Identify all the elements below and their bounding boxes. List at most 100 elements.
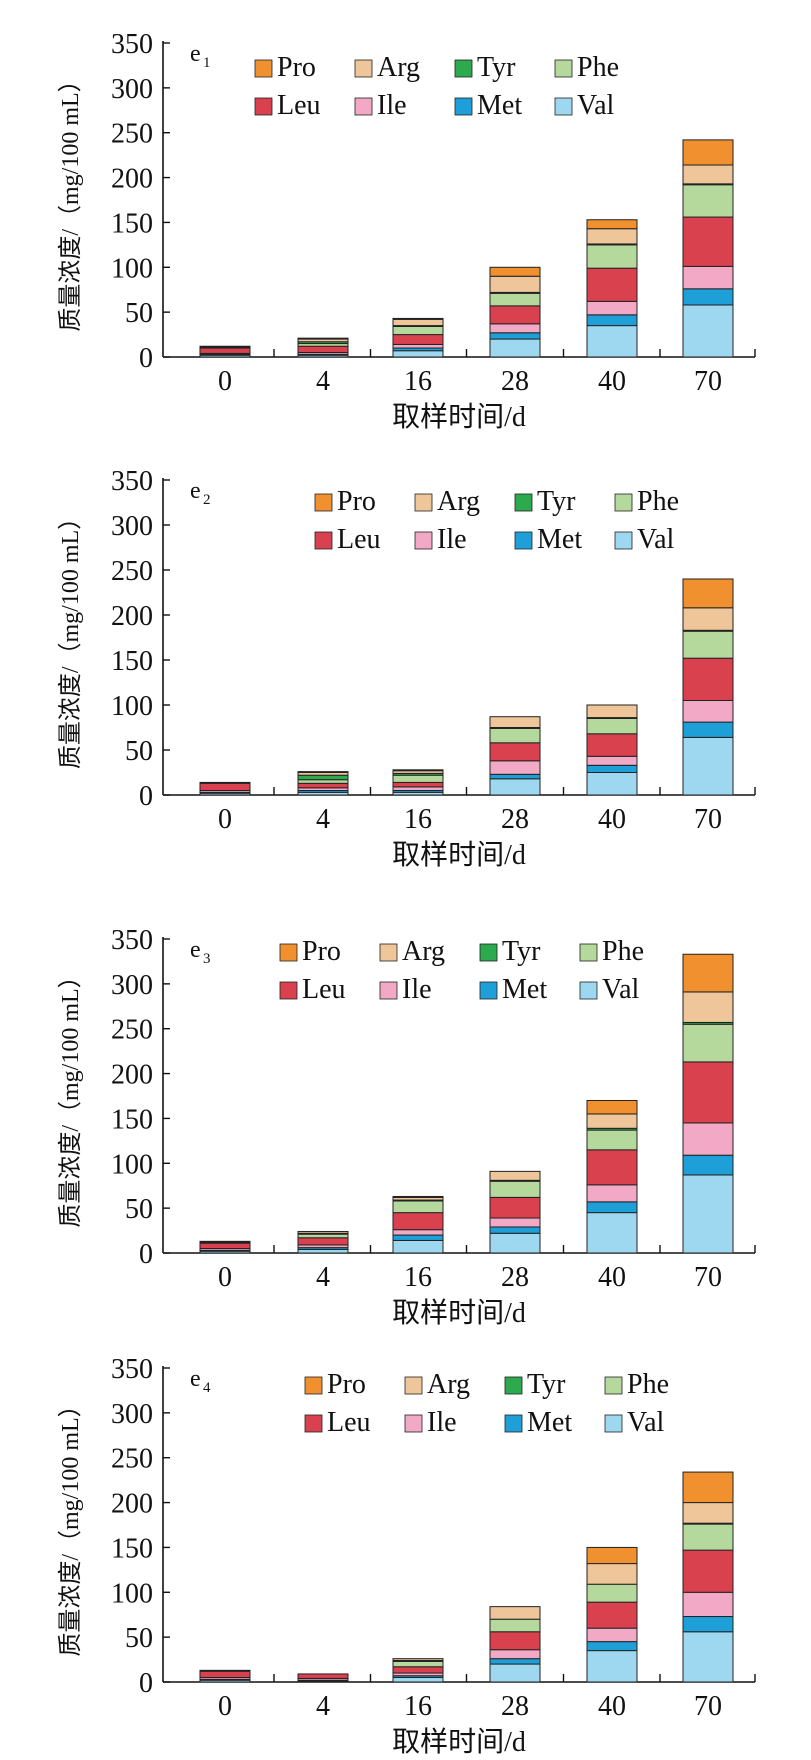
- bar-segment-phe: [392, 1200, 444, 1214]
- y-tick-label: 0: [139, 343, 153, 374]
- bar-segment-pro: [297, 337, 349, 340]
- bar-segment-phe: [489, 292, 541, 307]
- x-axis-title: 取样时间/d: [392, 1726, 526, 1755]
- bar-segment-pro: [392, 1195, 444, 1198]
- bar-segment-arg: [682, 991, 734, 1023]
- legend-swatch-tyr: [479, 943, 498, 962]
- legend-swatch-met: [454, 97, 473, 116]
- bar-segment-ile: [489, 760, 541, 775]
- bar-segment-val: [392, 1239, 444, 1254]
- y-tick-label: 100: [111, 253, 153, 284]
- legend-swatch-ile: [379, 981, 398, 1000]
- y-tick-label: 150: [111, 208, 153, 239]
- legend-label-met: Met: [502, 974, 547, 1005]
- y-tick-label: 50: [125, 298, 153, 329]
- legend-label-tyr: Tyr: [527, 1369, 566, 1400]
- bar-segment-leu: [682, 1549, 734, 1593]
- bar-segment-ile: [392, 343, 444, 349]
- legend-swatch-phe: [604, 1376, 623, 1395]
- bar-segment-leu: [297, 1237, 349, 1246]
- panel-label-subscript: 4: [203, 1380, 211, 1396]
- bar-segment-arg: [392, 1658, 444, 1661]
- bar-segment-met: [489, 773, 541, 780]
- bar-segment-phe: [199, 1669, 251, 1672]
- x-tick-label: 70: [694, 366, 722, 397]
- y-tick-label: 200: [111, 164, 153, 195]
- bar-segment-pro: [489, 266, 541, 277]
- x-tick-label: 4: [316, 804, 330, 835]
- bar-segment-val: [586, 1212, 638, 1254]
- bar-segment-leu: [682, 1061, 734, 1124]
- legend-label-val: Val: [637, 524, 675, 555]
- y-tick-label: 50: [125, 736, 153, 767]
- bar-segment-tyr: [297, 774, 349, 781]
- bar-segment-ile: [586, 1627, 638, 1643]
- bar-segment-phe: [586, 244, 638, 269]
- bar-segment-val: [586, 325, 638, 358]
- bar-segment-val: [682, 1174, 734, 1254]
- x-tick-label: 70: [694, 804, 722, 835]
- panel-label: e: [190, 478, 201, 504]
- bar-segment-tyr: [199, 1240, 251, 1243]
- bar-segment-val: [489, 1232, 541, 1254]
- legend-label-pro: Pro: [327, 1369, 366, 1400]
- legend-label-pro: Pro: [337, 486, 376, 517]
- bar-segment-val: [489, 778, 541, 796]
- y-tick-label: 200: [111, 601, 153, 632]
- bar-segment-val: [392, 350, 444, 358]
- legend-label-arg: Arg: [402, 936, 445, 967]
- bar-segment-phe: [682, 630, 734, 659]
- legend-swatch-val: [579, 981, 598, 1000]
- y-tick-label: 300: [111, 1399, 153, 1430]
- legend-swatch-arg: [414, 493, 433, 512]
- y-tick-label: 150: [111, 646, 153, 677]
- bar-segment-ile: [682, 700, 734, 723]
- bar-segment-val: [586, 772, 638, 796]
- bar-segment-leu: [682, 216, 734, 267]
- bar-segment-arg: [392, 318, 444, 327]
- bar-segment-phe: [586, 1583, 638, 1603]
- bar-segment-met: [489, 1658, 541, 1665]
- x-tick-label: 70: [694, 1691, 722, 1722]
- legend-swatch-met: [514, 531, 533, 550]
- legend-label-val: Val: [577, 90, 615, 121]
- legend-label-ile: Ile: [427, 1407, 457, 1438]
- bar-segment-met: [586, 314, 638, 327]
- bar-segment-val: [489, 1663, 541, 1683]
- y-tick-label: 100: [111, 1578, 153, 1609]
- x-tick-label: 28: [501, 366, 529, 397]
- legend-label-arg: Arg: [377, 52, 420, 83]
- bar-segment-met: [392, 1234, 444, 1241]
- bar-segment-leu: [586, 267, 638, 302]
- bar-segment-val: [682, 304, 734, 358]
- legend-swatch-pro: [304, 1376, 323, 1395]
- bar-segment-pro: [392, 769, 444, 772]
- bar-segment-leu: [489, 1196, 541, 1219]
- legend-label-leu: Leu: [302, 974, 346, 1005]
- bar-segment-leu: [297, 782, 349, 789]
- legend-label-arg: Arg: [437, 486, 480, 517]
- legend-label-ile: Ile: [437, 524, 467, 555]
- bar-segment-pro: [586, 1546, 638, 1565]
- bar-segment-phe: [392, 1660, 444, 1668]
- legend-label-leu: Leu: [327, 1407, 371, 1438]
- bar-segment-val: [682, 736, 734, 796]
- bar-segment-leu: [392, 334, 444, 345]
- legend-swatch-met: [479, 981, 498, 1000]
- bar-segment-ile: [586, 755, 638, 766]
- bar-segment-leu: [199, 1670, 251, 1679]
- chart-panel-2: 0 50 100 150 200 250 300 350 0 4 16 28 40 70 取样时间/d 质量浓…: [57, 466, 756, 871]
- bar-segment-phe: [392, 774, 444, 783]
- bar-segment-pro: [682, 578, 734, 609]
- bar-segment-arg: [489, 275, 541, 293]
- panel-label: e: [190, 937, 201, 963]
- bar-segment-arg: [586, 704, 638, 719]
- legend-swatch-arg: [379, 943, 398, 962]
- legend-swatch-arg: [354, 59, 373, 78]
- bar-segment-arg: [586, 1563, 638, 1585]
- bar-segment-met: [682, 1616, 734, 1633]
- legend-swatch-val: [554, 97, 573, 116]
- bar-segment-phe: [392, 325, 444, 336]
- bar-segment-met: [489, 332, 541, 340]
